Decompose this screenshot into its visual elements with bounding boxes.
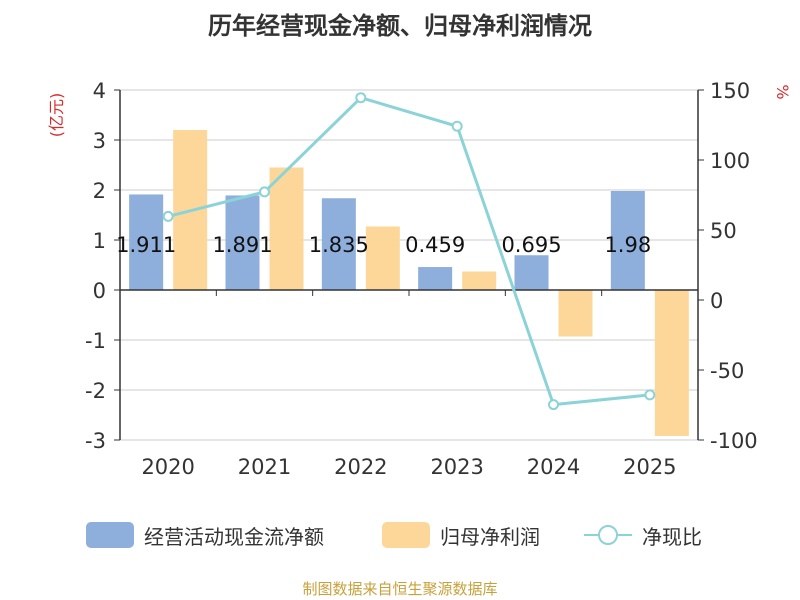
bar-net-profit xyxy=(654,290,689,436)
left-tick-label: 3 xyxy=(93,129,106,153)
ratio-point xyxy=(548,399,559,411)
ratio-line-layer xyxy=(162,92,656,411)
legend-item-profit[interactable]: 归母净利润 xyxy=(382,518,540,552)
chart-title: 历年经营现金净额、归母净利润情况 xyxy=(208,12,592,40)
ratio-point xyxy=(259,186,270,198)
legend-swatch-profit xyxy=(382,522,430,548)
left-tick-label: 0 xyxy=(93,279,106,303)
data-label-cash-flow: 0.459 xyxy=(405,233,465,257)
category-label: 2022 xyxy=(334,455,387,479)
right-tick-label: 50 xyxy=(710,219,737,243)
axes xyxy=(114,89,704,441)
category-label: 2024 xyxy=(527,455,580,479)
legend-label-profit: 归母净利润 xyxy=(440,524,540,549)
left-tick-label: -3 xyxy=(85,429,106,453)
right-tick-label: 0 xyxy=(710,289,723,313)
bar-net-profit xyxy=(558,290,593,337)
bar-net-profit xyxy=(365,226,400,290)
legend-label-cash: 经营活动现金流净额 xyxy=(144,524,324,549)
bar-net-profit xyxy=(462,271,497,290)
category-label: 2023 xyxy=(430,455,483,479)
right-tick-label: -50 xyxy=(710,359,744,383)
bar-net-profit xyxy=(269,167,304,290)
bar-cash-flow xyxy=(129,194,164,290)
left-tick-label: 1 xyxy=(93,229,106,253)
category-label: 2020 xyxy=(141,455,194,479)
category-label: 2021 xyxy=(238,455,291,479)
left-axis-title: (亿元) xyxy=(47,93,66,138)
left-tick-label: 2 xyxy=(93,179,106,203)
source-note: 制图数据来自恒生聚源数据库 xyxy=(302,580,498,598)
data-label-cash-flow: 1.911 xyxy=(116,233,176,257)
category-label: 2025 xyxy=(623,455,676,479)
ratio-point xyxy=(355,92,367,104)
ratio-line xyxy=(167,96,650,407)
data-label-cash-flow: 0.695 xyxy=(501,233,561,257)
ratio-point xyxy=(451,120,463,132)
bar-cash-flow xyxy=(610,191,645,290)
legend-swatch-cash xyxy=(86,522,134,548)
data-labels: 1.911 1.891 1.835 0.459 0.695 1.98 xyxy=(116,233,651,257)
bars xyxy=(129,130,689,436)
gridlines xyxy=(120,89,698,441)
left-tick-label: -1 xyxy=(85,329,106,353)
data-label-cash-flow: 1.835 xyxy=(309,233,369,257)
ratio-point xyxy=(644,389,656,401)
data-label-cash-flow: 1.98 xyxy=(604,233,651,257)
legend-item-ratio[interactable]: 净现比 xyxy=(584,518,702,552)
bar-cash-flow xyxy=(514,255,549,290)
right-tick-label: 100 xyxy=(710,149,750,173)
right-axis-title: % xyxy=(773,84,792,99)
ratio-point xyxy=(162,210,174,222)
legend-swatch-ratio xyxy=(584,522,632,548)
legend-item-cash[interactable]: 经营活动现金流净额 xyxy=(86,518,324,552)
bar-cash-flow xyxy=(418,267,453,290)
data-label-cash-flow: 1.891 xyxy=(212,233,272,257)
bar-cash-flow xyxy=(225,195,260,290)
left-tick-label: -2 xyxy=(85,379,106,403)
right-tick-label: -100 xyxy=(710,429,758,453)
left-tick-label: 4 xyxy=(93,79,106,103)
right-tick-label: 150 xyxy=(710,79,750,103)
tick-labels: -3 -2 -1 0 1 2 3 4 -100 -50 0 50 100 150 (亿元)% 2020 2021… xyxy=(47,79,792,479)
bar-cash-flow xyxy=(321,198,356,290)
legend-label-ratio: 净现比 xyxy=(642,524,702,549)
